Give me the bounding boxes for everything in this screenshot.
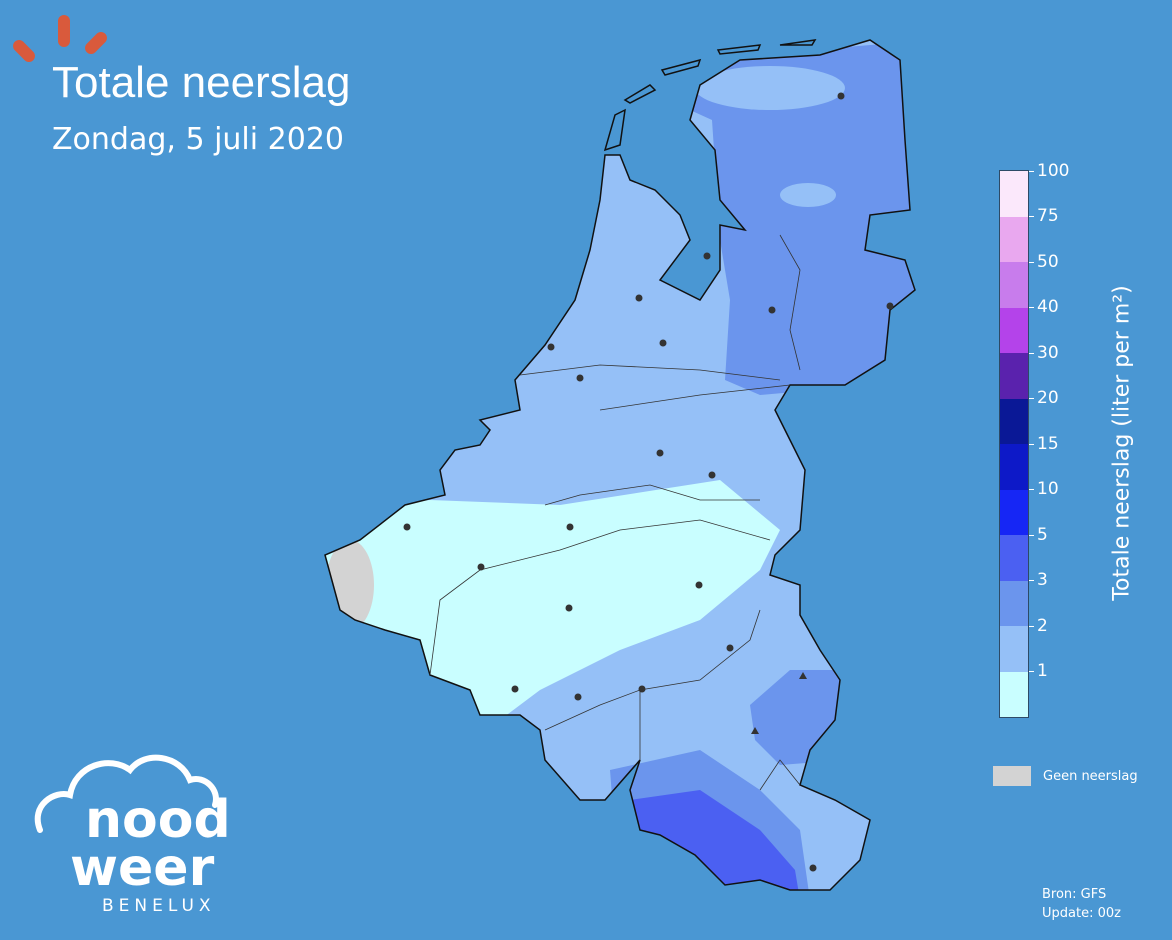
colorbar-tick: 75 (1029, 206, 1059, 226)
colorbar-bin (1000, 535, 1028, 581)
colorbar-bin (1000, 171, 1028, 217)
colorbar-tick: 2 (1029, 616, 1048, 636)
update-label: Update: 00z (1042, 906, 1121, 921)
colorbar-tick: 3 (1029, 570, 1048, 590)
logo-rays-icon (13, 15, 107, 62)
legend-label: Geen neerslag (1043, 768, 1138, 784)
colorbar-bin (1000, 671, 1028, 717)
colorbar-bin (1000, 262, 1028, 308)
colorbar (999, 170, 1029, 718)
noodweer-logo: nood weer BENELUX (30, 745, 250, 924)
logo-line3: BENELUX (102, 896, 216, 916)
colorbar-tick: 5 (1029, 525, 1048, 545)
province-borders (429, 234, 801, 791)
colorbar-tick: 100 (1028, 161, 1070, 181)
logo-line1: nood (85, 790, 231, 850)
colorbar-bin (1000, 489, 1028, 535)
source-info: Bron: GFS Update: 00z (1042, 885, 1121, 923)
precipitation-contours (325, 40, 915, 890)
colorbar-bin (1000, 580, 1028, 626)
contour-2-3-north (690, 40, 915, 395)
colorbar-tick: 30 (1029, 343, 1059, 363)
colorbar-tick: 20 (1029, 388, 1059, 408)
colorbar-bin (1000, 307, 1028, 353)
contour-1-2-patch (780, 183, 836, 207)
colorbar-bin (1000, 398, 1028, 444)
page-title: Totale neerslag (52, 58, 351, 107)
source-label: Bron: GFS (1042, 887, 1107, 902)
colorbar-tick: 1 (1029, 661, 1048, 681)
logo-line2: weer (70, 838, 215, 898)
page-subtitle: Zondag, 5 juli 2020 (52, 122, 344, 157)
city-markers (403, 92, 894, 872)
cloud-icon: nood weer BENELUX (34, 754, 231, 916)
colorbar-tick: 50 (1029, 252, 1059, 272)
colorbar-bin (1000, 216, 1028, 262)
colorbar-tick: 10 (1029, 479, 1059, 499)
wadden-islands (603, 39, 817, 152)
colorbar-tick: 15 (1029, 434, 1059, 454)
colorbar-label: Totale neerslag (liter per m²) (1109, 285, 1135, 601)
colorbar-bin (1000, 353, 1028, 399)
colorbar-tick: 40 (1029, 297, 1059, 317)
colorbar-bin (1000, 444, 1028, 490)
contour-1-2-patch (695, 66, 845, 110)
legend-swatch (993, 766, 1031, 786)
colorbar-bin (1000, 626, 1028, 672)
legend-no-precip: Geen neerslag (993, 766, 1138, 786)
